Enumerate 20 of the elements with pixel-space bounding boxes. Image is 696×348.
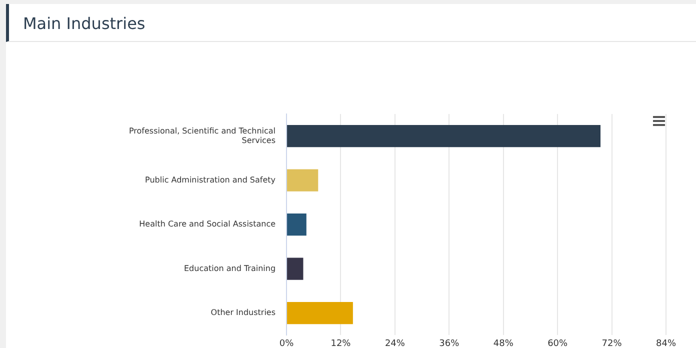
bar bbox=[287, 302, 353, 324]
x-tick-label: 72% bbox=[602, 338, 622, 348]
category-label: Services bbox=[242, 136, 276, 145]
text: Main Industries bbox=[23, 14, 146, 33]
x-tick-label: 48% bbox=[493, 338, 514, 348]
bar bbox=[287, 169, 318, 192]
y-tick-label: Public Administration and Safety bbox=[145, 175, 276, 184]
y-tick-label: Other Industries bbox=[210, 308, 276, 318]
y-tick-label: Education and Training bbox=[184, 264, 276, 273]
category-label: Professional, Scientific and Technical bbox=[128, 126, 276, 136]
bar bbox=[287, 258, 304, 280]
bar bbox=[287, 214, 306, 236]
bar bbox=[287, 125, 600, 148]
x-tick-label: 60% bbox=[548, 338, 568, 348]
x-tick-label: 0% bbox=[279, 338, 294, 348]
x-tick-label: 84% bbox=[656, 338, 676, 348]
y-tick-label: Health Care and Social Assistance bbox=[139, 220, 276, 229]
x-tick-label: 12% bbox=[330, 338, 352, 348]
x-tick-label: 24% bbox=[384, 338, 406, 348]
x-tick-label: 36% bbox=[439, 338, 460, 348]
